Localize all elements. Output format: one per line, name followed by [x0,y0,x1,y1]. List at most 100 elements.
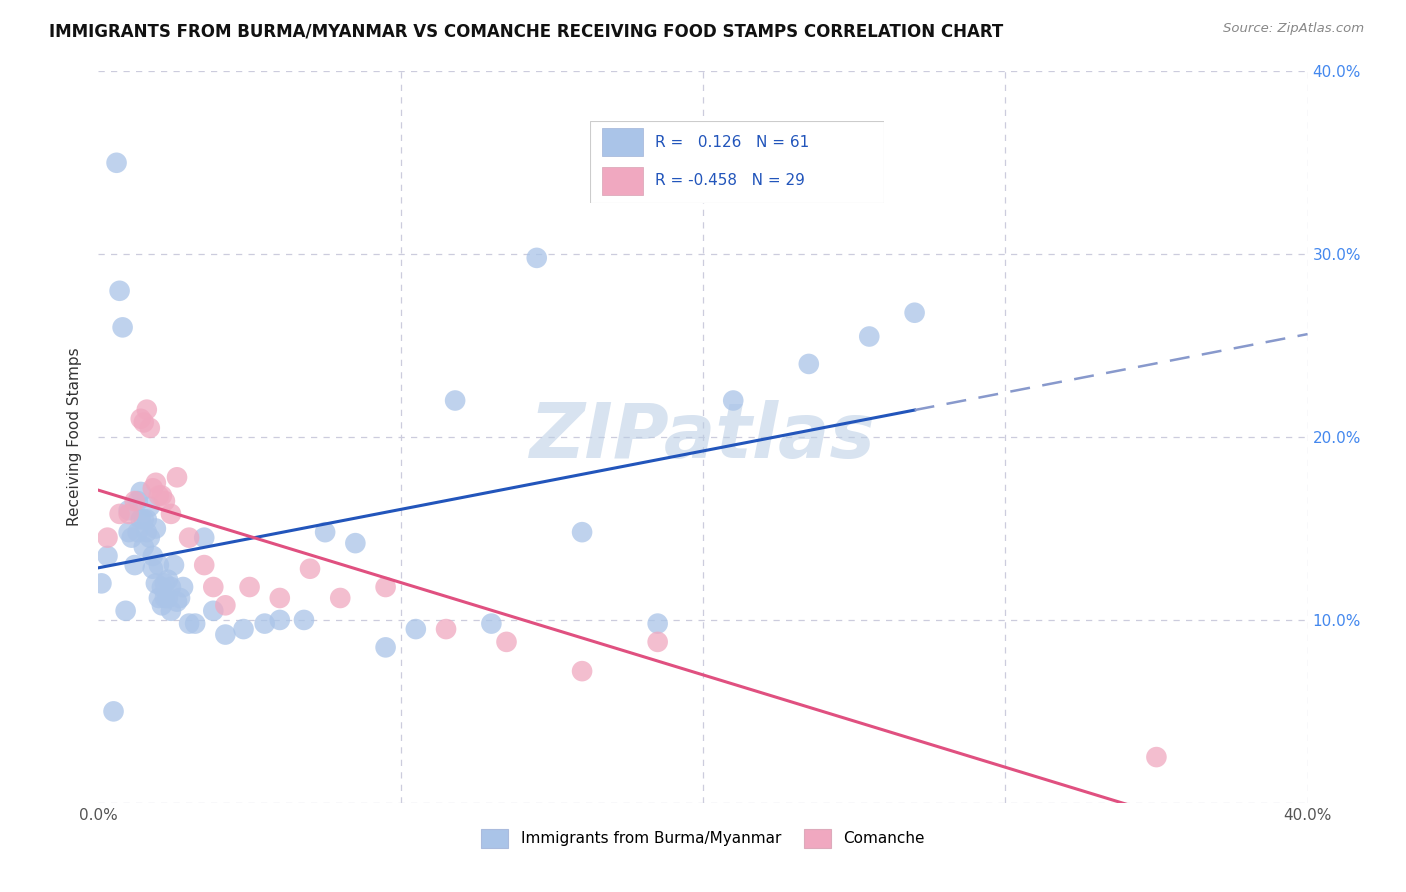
Point [202,580,225,594]
Point [129,412,152,426]
Point [135,512,157,526]
Point [90,576,112,591]
Legend: Immigrants from Burma/Myanmar, Comanche: Immigrants from Burma/Myanmar, Comanche [475,822,931,854]
Point [172,580,194,594]
Point [179,531,201,545]
Point [314,525,336,540]
Point [160,604,183,618]
Point [329,591,352,605]
Text: Source: ZipAtlas.com: Source: ZipAtlas.com [1223,22,1364,36]
Point [132,416,155,430]
Point [127,525,149,540]
Point [142,549,165,563]
Point [135,402,157,417]
Point [156,573,179,587]
Point [214,599,236,613]
Point [148,591,170,605]
Point [142,481,165,495]
Point [166,470,188,484]
Point [166,594,188,608]
Point [121,531,143,545]
Point [142,562,165,576]
Point [148,558,170,573]
Point [571,525,593,540]
Point [169,591,191,605]
Point [481,616,503,631]
Point [108,507,131,521]
Text: ZIPatlas: ZIPatlas [530,401,876,474]
Point [105,156,128,170]
Point [374,640,396,655]
Point [139,421,162,435]
Point [132,512,155,526]
Point [108,284,131,298]
Point [124,494,146,508]
Point [292,613,315,627]
Point [858,329,880,343]
Point [269,613,291,627]
Point [150,489,173,503]
Point [184,616,207,631]
Point [150,580,173,594]
Point [269,591,291,605]
Point [232,622,254,636]
Point [145,576,167,591]
Text: IMMIGRANTS FROM BURMA/MYANMAR VS COMANCHE RECEIVING FOOD STAMPS CORRELATION CHAR: IMMIGRANTS FROM BURMA/MYANMAR VS COMANCH… [49,22,1004,40]
Point [723,393,745,408]
Text: R = -0.458   N = 29: R = -0.458 N = 29 [655,173,804,187]
Point [160,580,183,594]
Point [193,531,215,545]
Point [145,475,167,490]
Point [405,622,427,636]
Point [114,604,136,618]
Point [214,627,236,641]
Bar [602,128,643,156]
Point [111,320,134,334]
Point [156,591,179,605]
Y-axis label: Receiving Food Stamps: Receiving Food Stamps [67,348,83,526]
Point [150,599,173,613]
Point [96,531,118,545]
Point [1144,750,1167,764]
Point [202,604,225,618]
Point [103,705,125,719]
Point [526,251,548,265]
Point [179,616,201,631]
Point [299,562,322,576]
Point [797,357,820,371]
Point [96,549,118,563]
Point [127,494,149,508]
Point [239,580,262,594]
Point [129,485,152,500]
Point [160,507,183,521]
Point [153,576,176,591]
Point [495,635,517,649]
Point [145,521,167,535]
Point [118,525,141,540]
Point [139,531,162,545]
FancyBboxPatch shape [591,120,884,203]
Text: R =   0.126   N = 61: R = 0.126 N = 61 [655,135,808,150]
Point [124,558,146,573]
Point [153,591,176,605]
Point [132,540,155,554]
Point [139,500,162,514]
Point [374,580,396,594]
Point [118,507,141,521]
Point [118,503,141,517]
Point [344,536,367,550]
Point [904,306,927,320]
Point [148,489,170,503]
Point [571,664,593,678]
Point [647,635,669,649]
Point [163,558,186,573]
Point [153,494,176,508]
Point [434,622,457,636]
Point [193,558,215,573]
Bar [602,167,643,195]
Point [253,616,276,631]
Point [647,616,669,631]
Point [129,512,152,526]
Point [135,525,157,540]
Point [444,393,467,408]
